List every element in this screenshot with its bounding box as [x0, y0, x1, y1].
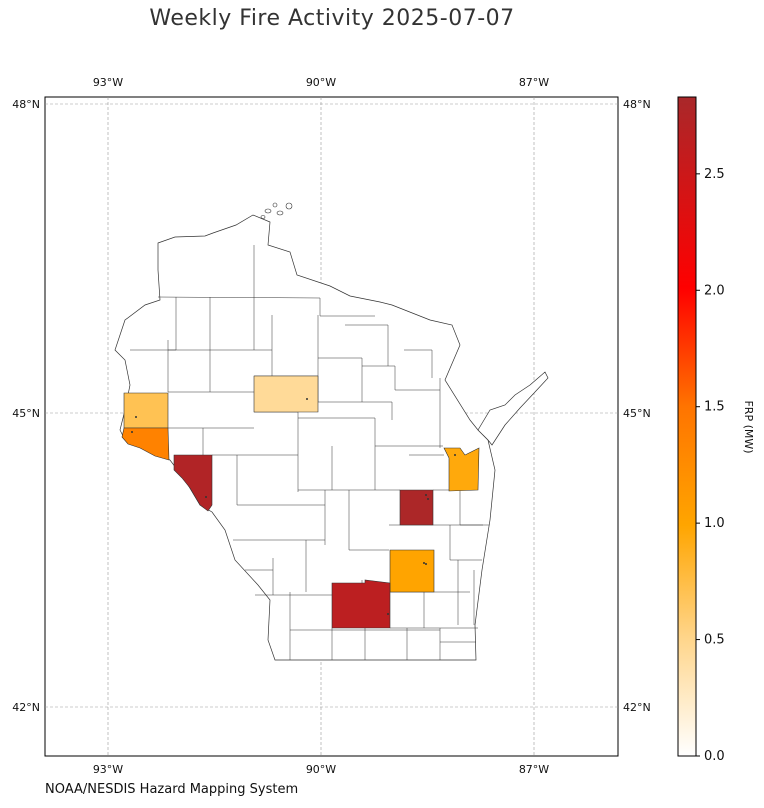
fire-detections [131, 398, 456, 615]
colorbar-tick: 2.0 [696, 283, 725, 298]
colorbar-tick: 0.0 [696, 749, 725, 764]
lat-labels-left: 48°N 45°N 42°N [12, 98, 40, 714]
lon-label-top: 93°W [93, 76, 123, 89]
colorbar-tick-label: 1.0 [704, 516, 725, 531]
lat-label-left: 48°N [12, 98, 40, 111]
colorbar-tick: 1.5 [696, 400, 725, 415]
colorbar-tick: 1.0 [696, 516, 725, 531]
lon-label-top: 90°W [306, 76, 336, 89]
source-credit: NOAA/NESDIS Hazard Mapping System [45, 782, 299, 797]
lon-label-bottom: 93°W [93, 763, 123, 776]
colorbar-tick: 2.5 [696, 167, 725, 182]
lon-label-top: 87°W [519, 76, 549, 89]
colorbar-label: FRP (MW) [742, 400, 755, 453]
lat-labels-right: 48°N 45°N 42°N [623, 98, 651, 714]
lon-labels-top: 93°W 90°W 87°W [93, 76, 549, 89]
lat-label-right: 45°N [623, 407, 651, 420]
door-peninsula [477, 371, 549, 446]
fire-counties [121, 375, 480, 629]
apostle-islands [260, 202, 293, 219]
lon-label-bottom: 87°W [519, 763, 549, 776]
county-fire[interactable] [121, 427, 170, 461]
colorbar-tick-label: 2.0 [704, 283, 725, 298]
colorbar-tick-label: 2.5 [704, 167, 725, 182]
county-fire[interactable] [331, 579, 391, 629]
lat-label-right: 42°N [623, 701, 651, 714]
county-fire[interactable] [123, 392, 169, 429]
colorbar-ticks: 0.0 0.5 1.0 1.5 2.0 2.5 [696, 167, 725, 764]
county-fire[interactable] [173, 454, 213, 512]
county-fire[interactable] [443, 447, 480, 492]
map-title: Weekly Fire Activity 2025-07-07 [149, 6, 515, 31]
lat-label-left: 45°N [12, 407, 40, 420]
colorbar-tick-label: 0.0 [704, 749, 725, 764]
lat-label-left: 42°N [12, 701, 40, 714]
colorbar-tick: 0.5 [696, 633, 725, 648]
lon-label-bottom: 90°W [306, 763, 336, 776]
county-fire[interactable] [389, 549, 435, 593]
colorbar-tick-label: 1.5 [704, 400, 725, 415]
county-fire[interactable] [399, 489, 434, 526]
lon-labels-bottom: 93°W 90°W 87°W [93, 763, 549, 776]
county-fire[interactable] [253, 375, 319, 413]
colorbar-tick-label: 0.5 [704, 633, 725, 648]
lat-label-right: 48°N [623, 98, 651, 111]
colorbar [677, 96, 697, 757]
